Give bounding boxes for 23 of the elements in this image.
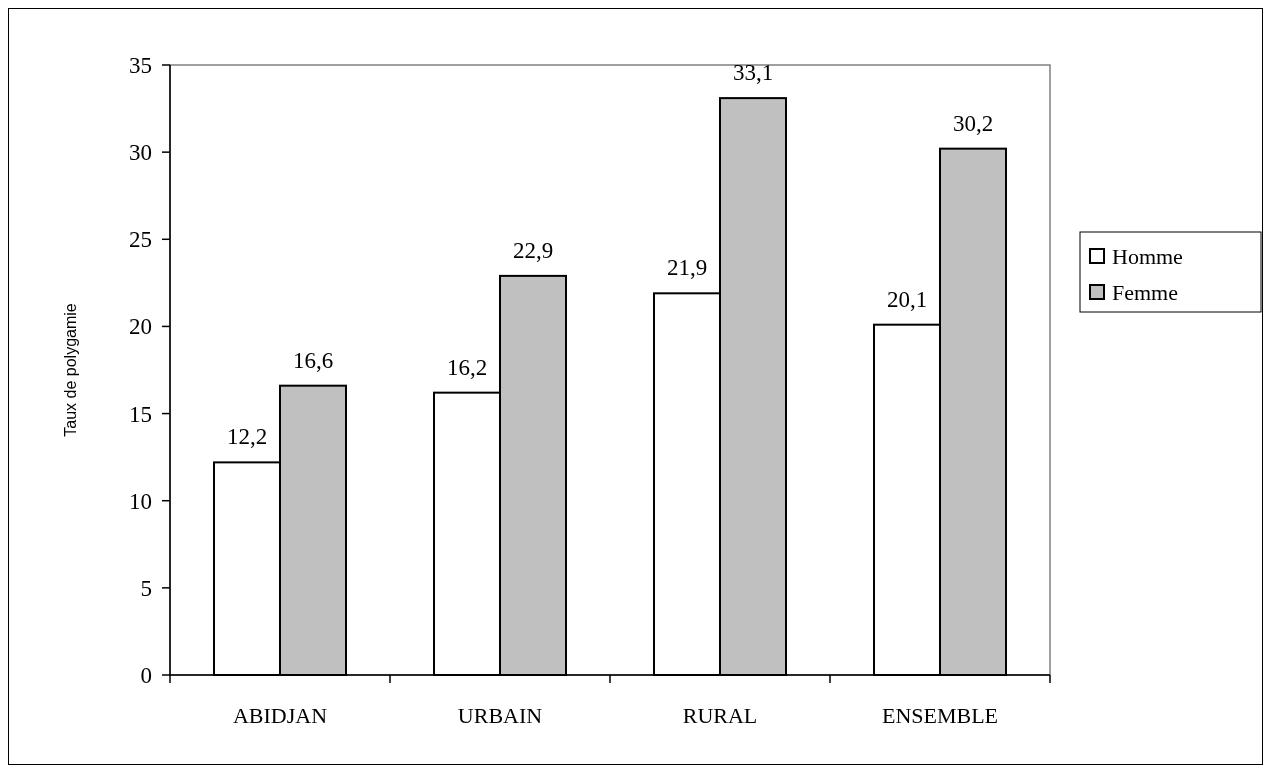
data-label: 12,2: [226, 424, 268, 450]
y-tick-label: 5: [140, 575, 152, 601]
legend-label: Homme: [1112, 243, 1183, 269]
x-tick-label: ENSEMBLE: [881, 703, 999, 728]
data-label: 33,1: [732, 60, 774, 86]
y-tick-label: 30: [129, 140, 152, 166]
data-label: 20,1: [886, 286, 928, 312]
data-label: 16,6: [292, 347, 334, 373]
y-tick-label: 20: [129, 314, 152, 340]
y-tick-label: 25: [129, 227, 152, 253]
y-axis-title: Taux de polygamie: [62, 303, 79, 437]
y-tick-label: 10: [129, 488, 152, 514]
x-tick-label: RURAL: [682, 703, 758, 728]
x-tick-label: ABIDJAN: [232, 703, 328, 728]
y-tick-label: 35: [129, 53, 152, 79]
data-label: 16,2: [446, 354, 488, 380]
legend-label: Femme: [1112, 279, 1178, 305]
data-label: 21,9: [666, 255, 708, 281]
y-tick-label: 0: [140, 663, 152, 689]
data-label: 30,2: [952, 110, 994, 136]
x-tick-label: URBAIN: [457, 703, 543, 728]
data-label: 22,9: [512, 237, 554, 263]
y-tick-label: 15: [129, 401, 152, 427]
